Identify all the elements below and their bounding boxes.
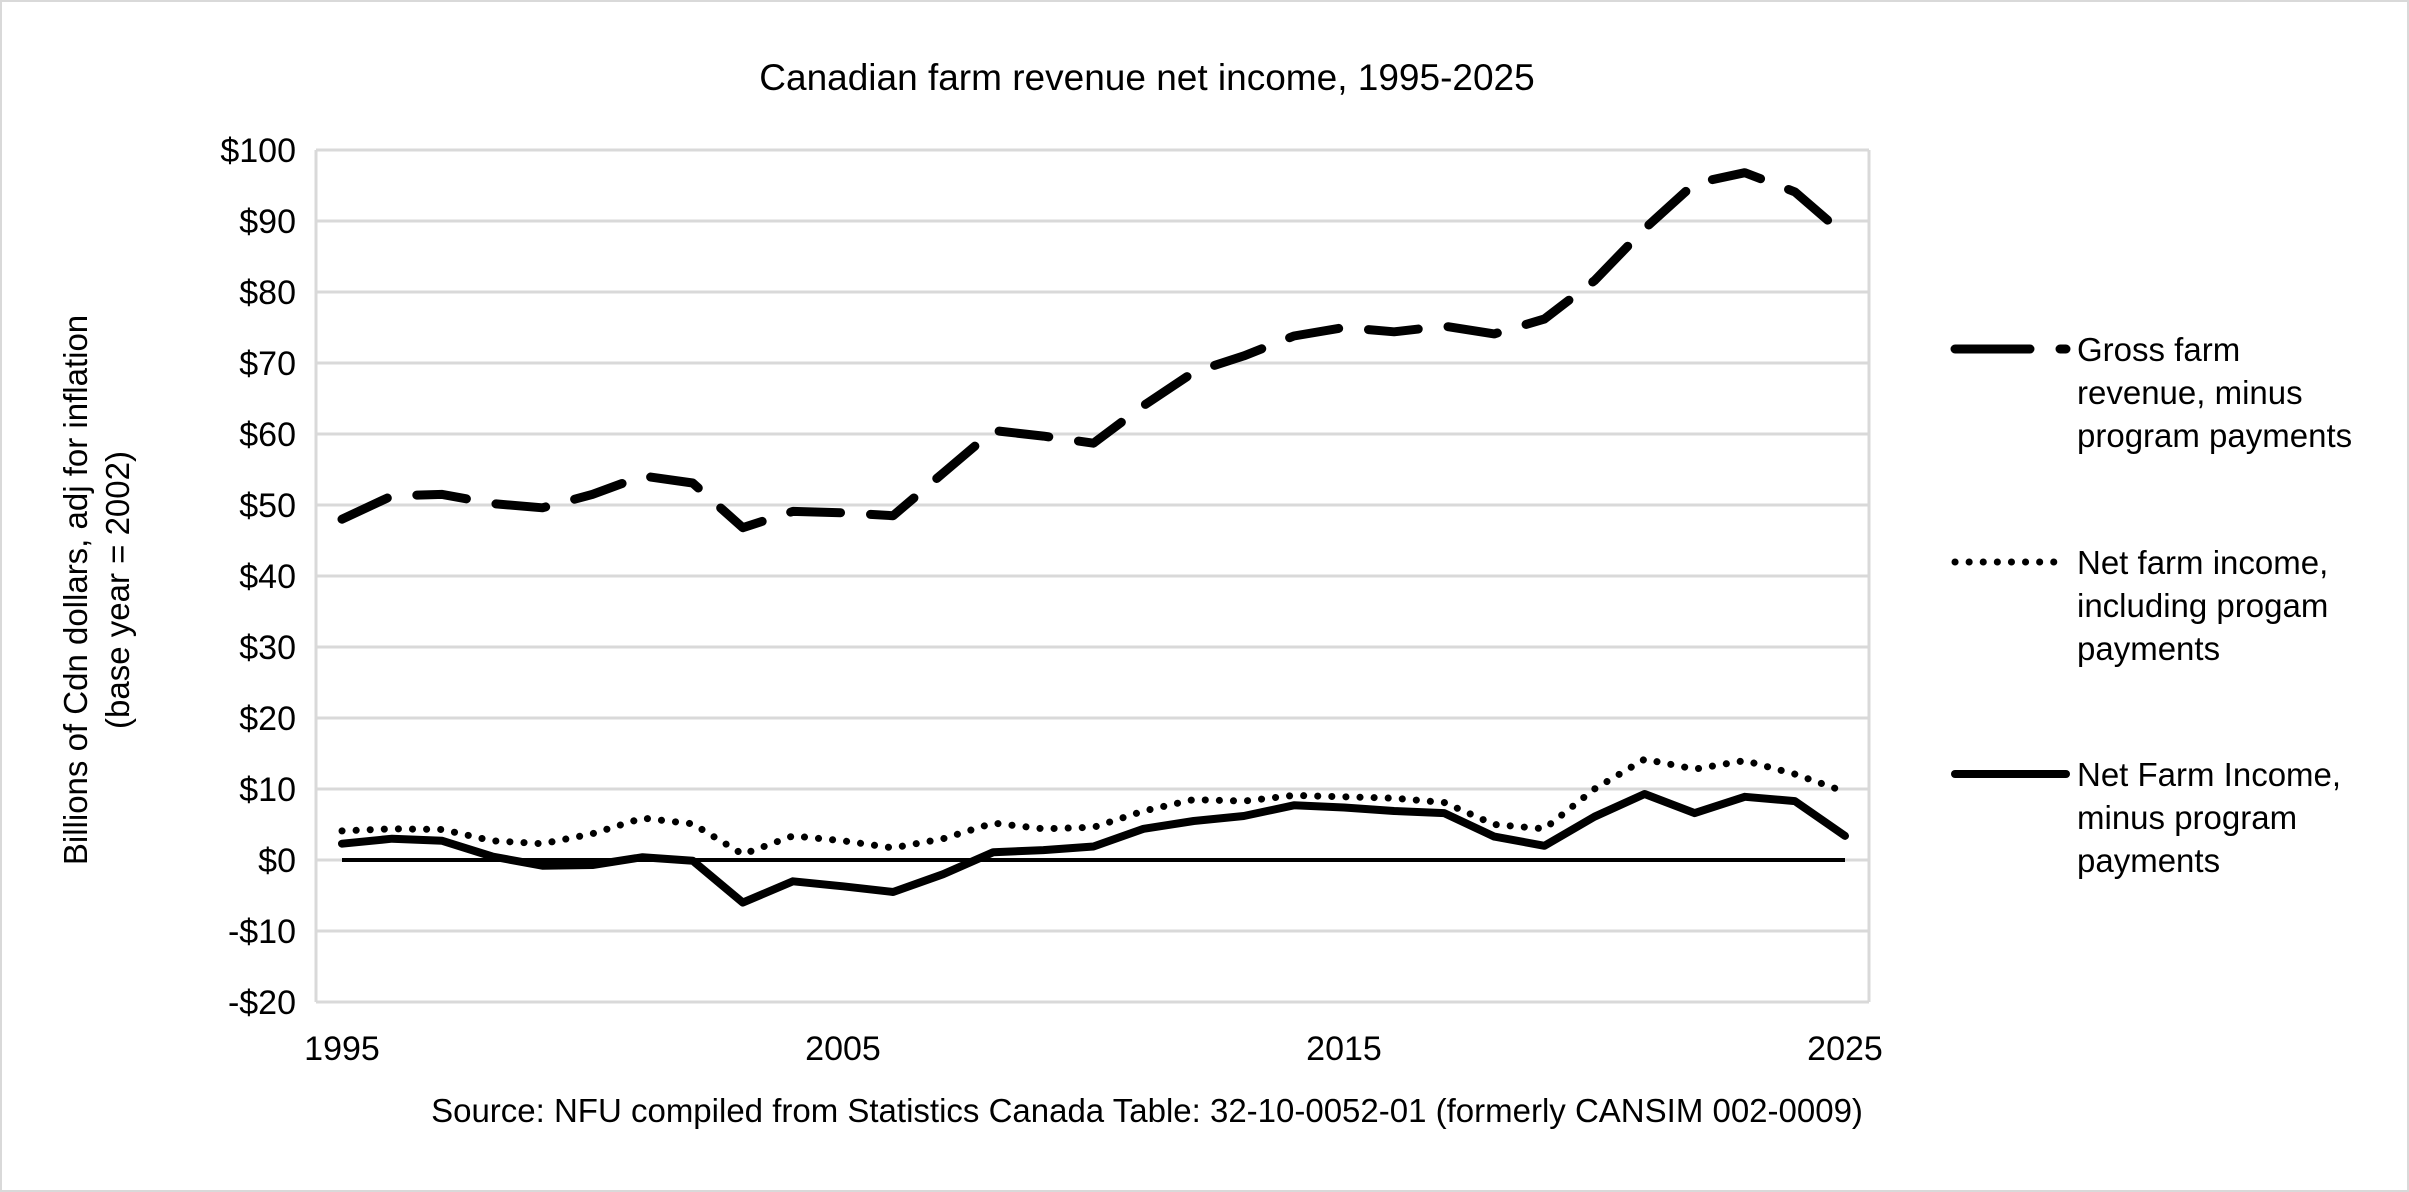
- series-layer: [337, 168, 1850, 907]
- legend-label: payments: [2077, 842, 2220, 879]
- y-axis-title-line-1: Billions of Cdn dollars, adj for inflati…: [57, 315, 94, 865]
- y-tick-label: $70: [239, 345, 296, 383]
- legend-label: payments: [2077, 630, 2220, 667]
- chart-title: Canadian farm revenue net income, 1995-2…: [759, 57, 1534, 98]
- y-tick-label: $10: [239, 771, 296, 809]
- legend-label: Net farm income,: [2077, 544, 2328, 581]
- series-line-dashed: [337, 168, 1850, 533]
- x-tick-label: 2015: [1306, 1030, 1382, 1068]
- y-axis-tick-labels: -$20 -$10 $0 $10 $20 $30 $40 $50 $60 $70 $80 $90 $10…: [220, 132, 296, 1022]
- y-tick-label: $50: [239, 487, 296, 525]
- source-note: Source: NFU compiled from Statistics Can…: [431, 1092, 1863, 1129]
- y-tick-label: $0: [258, 842, 296, 880]
- legend-label: program payments: [2077, 417, 2352, 454]
- y-tick-label: $30: [239, 629, 296, 667]
- y-tick-label: -$20: [228, 984, 296, 1022]
- series-line-dotted: [338, 755, 1849, 858]
- legend-label: minus program: [2077, 799, 2297, 836]
- y-axis-title: Billions of Cdn dollars, adj for inflati…: [57, 315, 136, 865]
- x-axis-tick-labels: 1995 2005 2015 2025: [304, 1030, 1883, 1068]
- y-tick-label: -$10: [228, 913, 296, 951]
- legend-label: Gross farm: [2077, 331, 2240, 368]
- legend: Gross farm revenue, minus program payments…: [1950, 331, 2352, 879]
- legend-label: Net Farm Income,: [2077, 756, 2341, 793]
- y-tick-label: $60: [239, 416, 296, 454]
- gridlines: [314, 148, 1871, 1004]
- y-tick-label: $40: [239, 558, 296, 596]
- legend-label: revenue, minus: [2077, 374, 2303, 411]
- legend-label: including progam: [2077, 587, 2328, 624]
- series-line-solid: [338, 790, 1849, 907]
- y-tick-label: $90: [239, 203, 296, 241]
- y-tick-label: $20: [239, 700, 296, 738]
- x-tick-label: 1995: [304, 1030, 380, 1068]
- y-tick-label: $80: [239, 274, 296, 312]
- x-tick-label: 2005: [805, 1030, 881, 1068]
- x-tick-label: 2025: [1807, 1030, 1883, 1068]
- y-tick-label: $100: [220, 132, 296, 170]
- y-axis-title-line-2: (base year = 2002): [99, 451, 136, 729]
